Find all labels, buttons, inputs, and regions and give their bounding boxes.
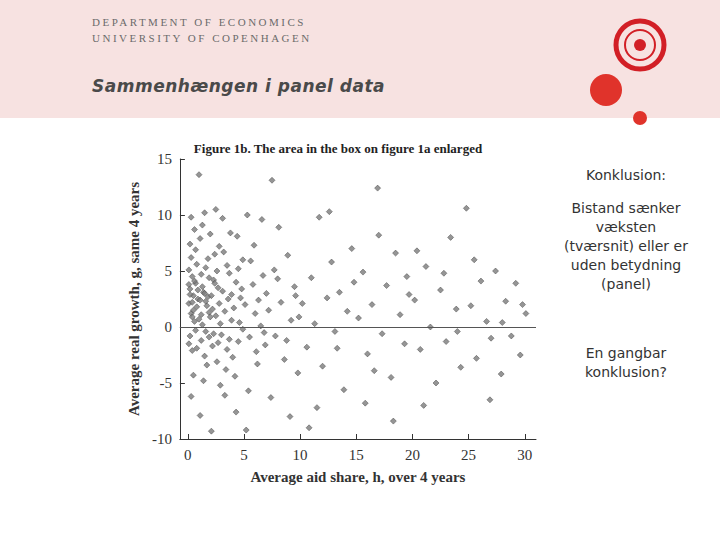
svg-text:5: 5 <box>240 447 248 463</box>
html-text:Konklusion:: Konklusion: <box>585 167 667 183</box>
svg-text:30: 30 <box>517 447 532 463</box>
svg-text:10: 10 <box>293 447 308 463</box>
svg-text:15: 15 <box>157 151 172 167</box>
html-text:En gangbar konklusion?: En gangbar konklusion? <box>585 345 667 380</box>
svg-text:Average real growth, g, same 4: Average real growth, g, same 4 years <box>126 182 142 416</box>
svg-text:20: 20 <box>405 447 420 463</box>
svg-text:25: 25 <box>461 447 476 463</box>
html-text:DEPARTMENT OF ECONOMICS: DEPARTMENT OF ECONOMICS <box>92 16 306 28</box>
svg-text:15: 15 <box>349 447 364 463</box>
svg-text:Average aid share, h, over 4 y: Average aid share, h, over 4 years <box>250 469 465 485</box>
svg-text:0: 0 <box>184 447 192 463</box>
svg-text:0: 0 <box>164 319 172 335</box>
svg-text:5: 5 <box>164 263 172 279</box>
svg-text:-5: -5 <box>159 375 172 391</box>
svg-text:-10: -10 <box>152 431 172 447</box>
svg-text:10: 10 <box>157 207 172 223</box>
html-text:UNIVERSITY OF COPENHAGEN: UNIVERSITY OF COPENHAGEN <box>92 32 312 44</box>
html-text:Bistand sænker væksten (tværsn: Bistand sænker væksten (tværsnit) eller … <box>564 200 688 292</box>
html-text:Sammenhængen i panel data: Sammenhængen i panel data <box>92 76 385 96</box>
svg-text:Figure 1b. The area in the box: Figure 1b. The area in the box on figure… <box>194 141 483 156</box>
